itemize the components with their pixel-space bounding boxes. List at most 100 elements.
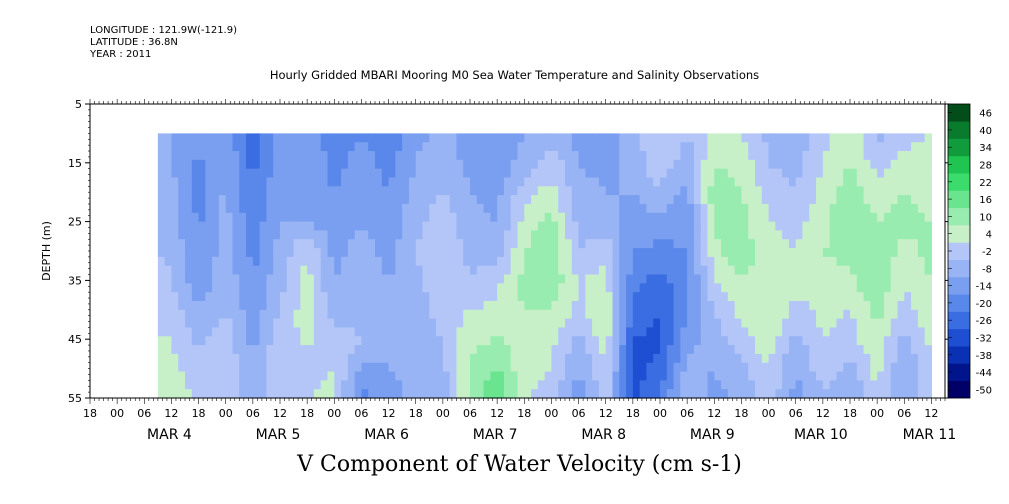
heatmap-cell: [375, 345, 383, 355]
heatmap-cell: [286, 318, 295, 329]
heatmap-cell: [924, 133, 933, 143]
x-hour-label: 12: [273, 407, 287, 420]
heatmap-cell: [693, 283, 702, 293]
heatmap-cell: [836, 212, 844, 223]
heatmap-cell: [802, 159, 810, 170]
heatmap-cell: [246, 142, 254, 152]
heatmap-cell: [741, 362, 749, 373]
heatmap-cell: [653, 133, 661, 143]
heatmap-cell: [836, 151, 844, 161]
heatmap-cell: [558, 380, 566, 390]
heatmap-cell: [687, 195, 695, 205]
heatmap-cell: [626, 203, 634, 214]
heatmap-cell: [890, 186, 899, 196]
heatmap-cell: [503, 362, 512, 373]
heatmap-cell: [205, 212, 213, 223]
heatmap-cell: [415, 380, 424, 390]
heatmap-cell: [917, 151, 926, 161]
heatmap-cell: [476, 336, 485, 346]
heatmap-cell: [185, 151, 193, 161]
heatmap-cell: [368, 186, 376, 196]
heatmap-cell: [850, 133, 858, 143]
heatmap-cell: [870, 221, 878, 232]
heatmap-cell: [402, 248, 410, 258]
heatmap-cell: [612, 300, 620, 311]
heatmap-cell: [218, 221, 227, 232]
heatmap-cell: [205, 345, 213, 355]
heatmap-cell: [721, 327, 729, 337]
heatmap-cell: [320, 186, 329, 196]
heatmap-cell: [456, 159, 464, 170]
heatmap-cell: [687, 133, 695, 143]
chart-title: Hourly Gridded MBARI Mooring M0 Sea Wate…: [269, 68, 760, 82]
heatmap-cell: [653, 186, 661, 196]
heatmap-cell: [490, 318, 498, 329]
heatmap-cell: [755, 221, 763, 232]
heatmap-cell: [252, 168, 261, 179]
heatmap-cell: [300, 133, 308, 143]
heatmap-cell: [721, 177, 729, 187]
heatmap-cell: [375, 256, 383, 267]
heatmap-cell: [551, 274, 559, 284]
heatmap-cell: [585, 151, 593, 161]
heatmap-cell: [666, 292, 675, 302]
heatmap-cell: [883, 195, 892, 205]
heatmap-cell: [782, 203, 790, 214]
heatmap-cell: [198, 221, 206, 232]
heatmap-cell: [850, 248, 858, 258]
heatmap-cell: [300, 151, 308, 161]
heatmap-cell: [565, 186, 573, 196]
heatmap-cell: [592, 168, 600, 179]
heatmap-cell: [822, 177, 831, 187]
heatmap-cell: [626, 168, 634, 179]
heatmap-cell: [721, 186, 729, 196]
heatmap-cell: [497, 345, 505, 355]
heatmap-cell: [592, 380, 600, 390]
heatmap-cell: [598, 265, 607, 276]
heatmap-cell: [164, 221, 173, 232]
heatmap-cell: [850, 177, 858, 187]
heatmap-cell: [212, 318, 220, 329]
heatmap-cell: [497, 186, 505, 196]
heatmap-cell: [286, 177, 295, 187]
heatmap-cell: [171, 168, 179, 179]
heatmap-cell: [191, 133, 200, 143]
heatmap-cell: [246, 283, 254, 293]
heatmap-cell: [911, 327, 919, 337]
heatmap-cell: [266, 353, 274, 364]
heatmap-cell: [368, 230, 376, 240]
heatmap-cell: [517, 362, 525, 373]
heatmap-cell: [761, 362, 770, 373]
heatmap-cell: [483, 336, 491, 346]
heatmap-cell: [598, 221, 607, 232]
heatmap-cell: [721, 195, 729, 205]
heatmap-cell: [917, 212, 926, 223]
heatmap-cell: [395, 362, 403, 373]
heatmap-cell: [334, 186, 342, 196]
heatmap-cell: [347, 248, 356, 258]
heatmap-cell: [483, 345, 491, 355]
heatmap-cell: [510, 292, 519, 302]
heatmap-cell: [436, 327, 444, 337]
heatmap-cell: [415, 142, 424, 152]
heatmap-cell: [544, 380, 553, 390]
heatmap-cell: [612, 353, 620, 364]
heatmap-cell: [687, 151, 695, 161]
heatmap-cell: [850, 300, 858, 311]
heatmap-cell: [802, 230, 810, 240]
heatmap-cell: [388, 212, 396, 223]
heatmap-cell: [307, 142, 315, 152]
heatmap-cell: [863, 318, 871, 329]
heatmap-cell: [191, 212, 200, 223]
heatmap-cell: [361, 195, 369, 205]
heatmap-cell: [727, 353, 736, 364]
heatmap-cell: [558, 336, 566, 346]
heatmap-cell: [660, 300, 668, 311]
heatmap-cell: [571, 292, 580, 302]
heatmap-cell: [558, 133, 566, 143]
heatmap-cell: [334, 345, 342, 355]
heatmap-cell: [714, 256, 722, 267]
heatmap-cell: [205, 283, 213, 293]
heatmap-cell: [666, 159, 675, 170]
heatmap-cell: [911, 353, 919, 364]
